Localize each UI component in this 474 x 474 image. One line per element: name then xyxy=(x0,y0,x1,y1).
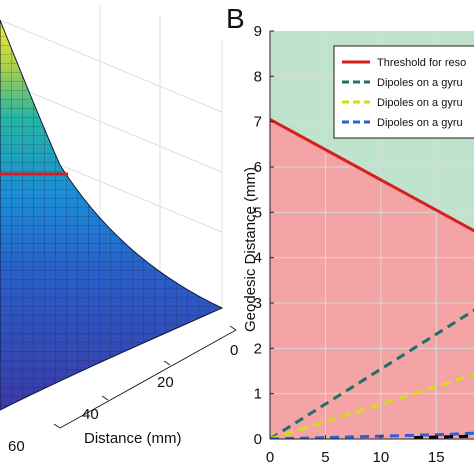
series-line-black xyxy=(414,434,474,439)
region-below-threshold xyxy=(270,119,474,439)
x-tick-label: 15 xyxy=(428,449,445,466)
panel-a-x-axis xyxy=(53,325,237,429)
panel-a-x-tick: 60 xyxy=(8,438,25,455)
y-tick-label: 0 xyxy=(254,431,262,448)
panel-b-series xyxy=(270,118,474,439)
series-line-gyrus_2 xyxy=(270,373,474,439)
y-tick-label: 6 xyxy=(254,159,262,176)
legend-items: Threshold for reso Dipoles on a gyru Dipol… xyxy=(342,57,466,129)
x-tick-label: 5 xyxy=(321,449,329,466)
legend: Threshold for reso Dipoles on a gyru Dipol… xyxy=(333,45,474,139)
legend-label: Dipoles on a gyru xyxy=(377,77,463,89)
panel-a: 0 20 40 60 Distance (mm) xyxy=(0,5,238,455)
panel-a-x-axis-label: Distance (mm) xyxy=(84,430,182,447)
y-tick-label: 4 xyxy=(254,250,262,267)
panel-a-x-tick: 0 xyxy=(230,342,238,359)
series-line-gyrus_1 xyxy=(270,308,474,439)
y-tick-label: 5 xyxy=(254,204,262,221)
panel-b-y-axis-label: Geodesic Distance (mm) xyxy=(242,167,259,332)
legend-label: Dipoles on a gyru xyxy=(377,97,463,109)
y-tick-label: 9 xyxy=(254,23,262,40)
surface-mesh xyxy=(0,20,222,410)
y-tick-label: 1 xyxy=(254,386,262,403)
x-tick-label: 0 xyxy=(266,449,274,466)
series-line-threshold xyxy=(270,118,474,233)
panel-a-x-tick: 40 xyxy=(82,406,99,423)
y-tick-label: 8 xyxy=(254,68,262,85)
y-tick-label: 3 xyxy=(254,295,262,312)
y-tick-label: 7 xyxy=(254,114,262,131)
y-tick-label: 2 xyxy=(254,340,262,357)
legend-label: Threshold for reso xyxy=(377,57,466,69)
legend-label: Dipoles on a gyru xyxy=(377,117,463,129)
panel-a-x-tick: 20 xyxy=(157,374,174,391)
panel-b-y-ticks: 0 1 2 3 4 5 6 7 8 9 xyxy=(254,23,274,448)
panel-b-x-ticks: 05101520 xyxy=(266,435,445,466)
panel-b-letter: B xyxy=(226,3,245,34)
panel-b-axes xyxy=(269,31,474,440)
x-tick-label: 10 xyxy=(372,449,389,466)
